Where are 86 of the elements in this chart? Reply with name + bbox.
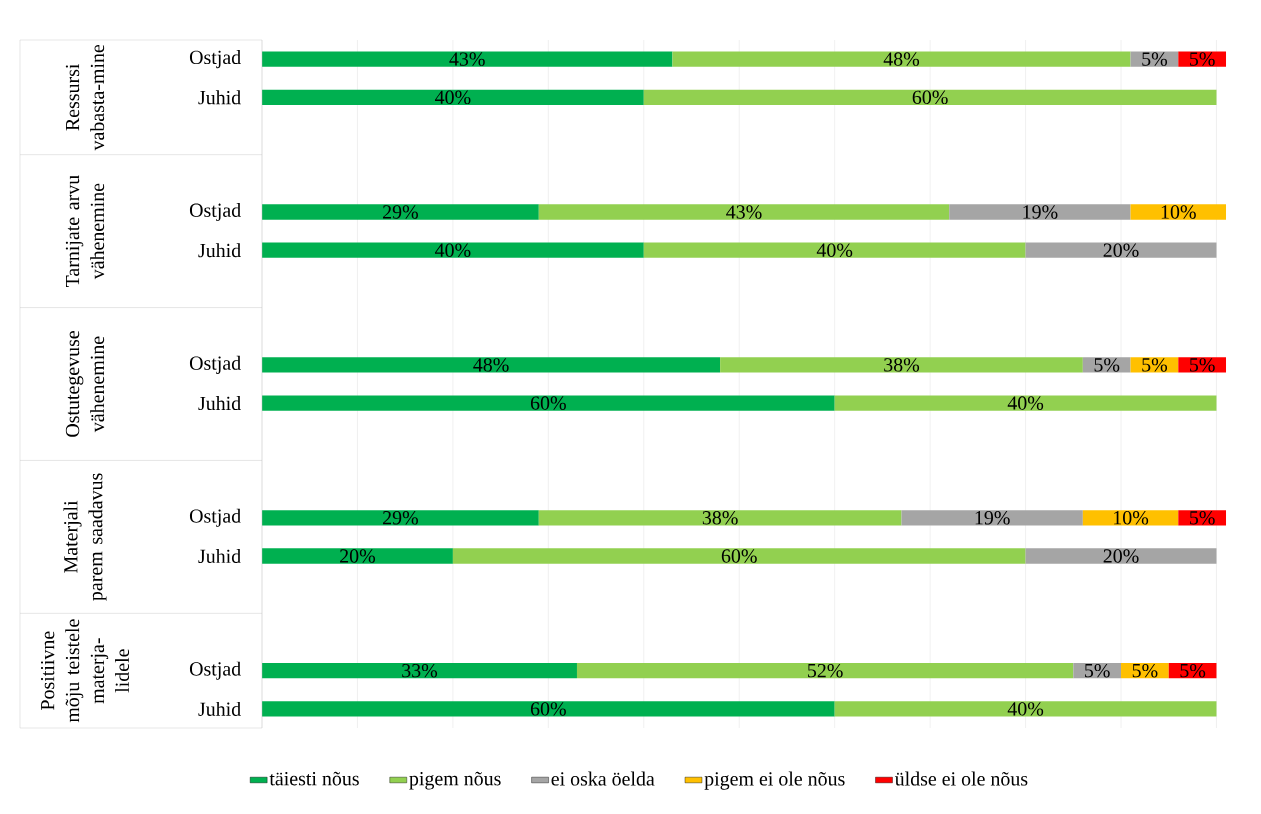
y-tick-label: Juhid (198, 396, 241, 411)
text: Ressursi vabasta-mine (65, 44, 105, 151)
y-tick-label: Ostjad (189, 50, 241, 69)
data-label: 52% (808, 663, 843, 678)
legend-label: üldse ei ole nõus (894, 771, 1028, 786)
bar (720, 357, 1083, 373)
bar (672, 51, 1131, 67)
data-label: 20% (1103, 243, 1139, 257)
text: Tarnijate arvu vähenemine (65, 175, 105, 288)
legend-label: ei oska öelda (551, 771, 655, 786)
data-label: 40% (435, 90, 471, 105)
data-label: 43% (449, 52, 485, 66)
y-tick-label: Ostjad (189, 661, 241, 680)
bar (262, 701, 835, 717)
bar (949, 204, 1131, 220)
data-label: 29% (383, 511, 418, 525)
data-label: 60% (721, 549, 757, 563)
bar (538, 204, 950, 220)
bar (262, 204, 539, 220)
data-label: 10% (1114, 511, 1149, 525)
legend-label: pigem ei ole nõus (704, 771, 845, 790)
data-label: 60% (912, 90, 948, 105)
data-label: 10% (1161, 205, 1196, 219)
bar (576, 663, 1074, 679)
y-tick-label: Ostjad (189, 508, 241, 527)
bar (262, 510, 539, 526)
data-label: 5% (1180, 663, 1206, 678)
bar (901, 510, 1083, 526)
text: Positiivne mõju teistele materja-lidele (40, 619, 130, 723)
legend-label: täiesti nõus (269, 771, 359, 786)
data-label: 60% (530, 396, 566, 410)
data-label: 40% (816, 243, 853, 257)
data-label: 60% (530, 702, 566, 716)
data-label: 5% (1142, 358, 1168, 372)
bar (1130, 204, 1227, 220)
data-label: 40% (1007, 396, 1044, 410)
bar (262, 663, 577, 679)
data-label: 5% (1094, 358, 1120, 372)
bar (834, 395, 1217, 411)
data-label: 38% (702, 511, 738, 525)
data-label: 5% (1190, 52, 1215, 66)
data-label: 33% (402, 663, 438, 678)
data-label: 48% (473, 358, 509, 372)
data-label: 29% (383, 205, 418, 219)
text: Materjali parem saadavus (63, 473, 107, 601)
bar (643, 89, 1217, 105)
bar (834, 701, 1217, 717)
data-label: 40% (435, 243, 471, 257)
y-tick-label: Juhid (198, 548, 241, 564)
data-label: 5% (1190, 358, 1215, 372)
data-label: 48% (883, 52, 920, 66)
data-label: 38% (884, 358, 920, 372)
text: Ostutegevuse vähenemine (65, 331, 105, 437)
y-tick-label: Juhid (198, 243, 241, 258)
data-label: 20% (340, 549, 376, 563)
y-tick-label: Juhid (198, 701, 241, 716)
bar (1082, 357, 1131, 373)
bar (538, 510, 902, 526)
bar (262, 89, 644, 105)
bar (643, 242, 1026, 258)
data-label: 5% (1190, 511, 1215, 525)
bar (262, 357, 721, 373)
bar (262, 548, 453, 564)
y-tick-label: Juhid (198, 90, 241, 105)
data-label: 19% (1023, 205, 1058, 219)
bar (262, 51, 673, 67)
bar (1130, 357, 1179, 373)
y-tick-label: Ostjad (189, 355, 241, 374)
data-label: 5% (1142, 52, 1168, 66)
bar (1130, 51, 1179, 67)
data-label: 43% (726, 205, 762, 219)
bar (262, 395, 835, 411)
bar (262, 242, 644, 258)
bar (1025, 548, 1217, 564)
bar (452, 548, 1026, 564)
bar (1178, 51, 1227, 67)
data-label: 5% (1085, 663, 1110, 678)
legend-label: pigem nõus (409, 771, 501, 790)
bar (1025, 242, 1217, 258)
bar (1082, 510, 1179, 526)
bar (1178, 357, 1227, 373)
data-label: 5% (1132, 663, 1158, 678)
data-label: 19% (975, 511, 1010, 525)
data-label: 40% (1007, 702, 1044, 716)
data-label: 20% (1103, 549, 1139, 563)
y-tick-label: Ostjad (189, 202, 241, 222)
